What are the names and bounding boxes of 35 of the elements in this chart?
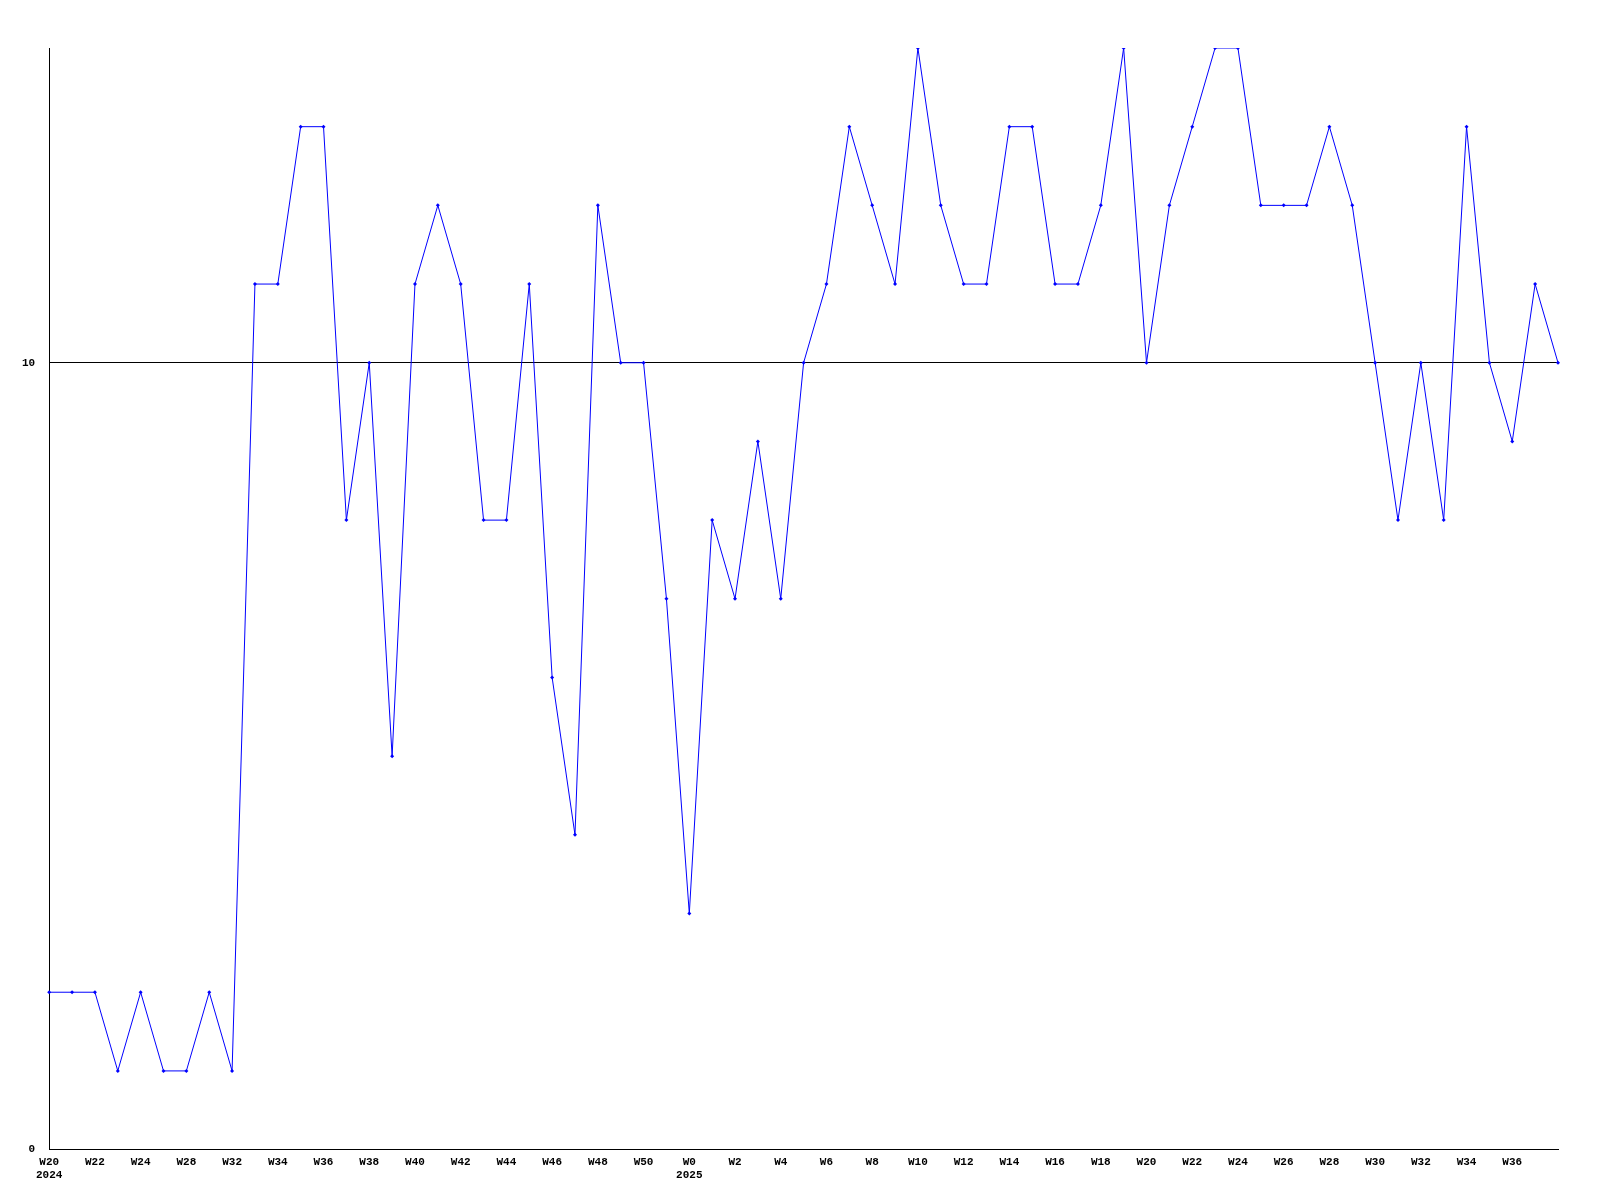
y-tick-label: 10 xyxy=(22,356,36,369)
x-tick-label: W22 xyxy=(85,1155,105,1168)
x-tick-label: W14 xyxy=(999,1155,1020,1168)
x-tick-label: W8 xyxy=(865,1155,880,1168)
x-tick-label: W4 xyxy=(774,1155,788,1168)
x-tick-label: W12 xyxy=(953,1155,974,1168)
x-tick-label: W38 xyxy=(359,1155,380,1168)
x-tick-label: W2 xyxy=(728,1155,742,1168)
x-tick-label: W18 xyxy=(1090,1155,1112,1168)
x-tick-label: W36 xyxy=(1502,1155,1523,1168)
x-tick-label: W34 xyxy=(1456,1155,1477,1168)
x-tick-label: W10 xyxy=(908,1155,928,1168)
x-tick-label: W20 xyxy=(1136,1155,1157,1168)
x-tick-label: W36 xyxy=(313,1155,334,1168)
y-tick-label: 0 xyxy=(28,1143,36,1156)
x-tick-label: W22 xyxy=(1182,1155,1203,1168)
x-tick-label: W26 xyxy=(1273,1155,1294,1168)
x-tick-label: W48 xyxy=(587,1155,609,1168)
x-tick-label: W30 xyxy=(1365,1155,1386,1168)
x-tick-label: W24 xyxy=(130,1155,151,1168)
x-tick-label: W20 2024 xyxy=(36,1155,63,1182)
x-tick-label: W34 xyxy=(267,1155,289,1168)
x-tick-label: W6 xyxy=(819,1155,834,1168)
x-tick-label: W40 xyxy=(405,1155,425,1168)
x-tick-label: W0 2025 xyxy=(676,1155,703,1182)
x-tick-label: W28 xyxy=(1319,1155,1340,1168)
x-tick-label: W24 xyxy=(1228,1155,1249,1168)
x-tick-label: W50 xyxy=(633,1155,654,1168)
x-tick-label: W32 xyxy=(222,1155,242,1168)
x-tick-label: W44 xyxy=(496,1155,517,1168)
x-tick-label: W46 xyxy=(542,1155,563,1168)
x-tick-label: W32 xyxy=(1410,1155,1431,1168)
x-tick-label: W16 xyxy=(1045,1155,1065,1168)
x-tick-label: W42 xyxy=(450,1155,471,1168)
x-tick-label: W28 xyxy=(176,1155,197,1168)
